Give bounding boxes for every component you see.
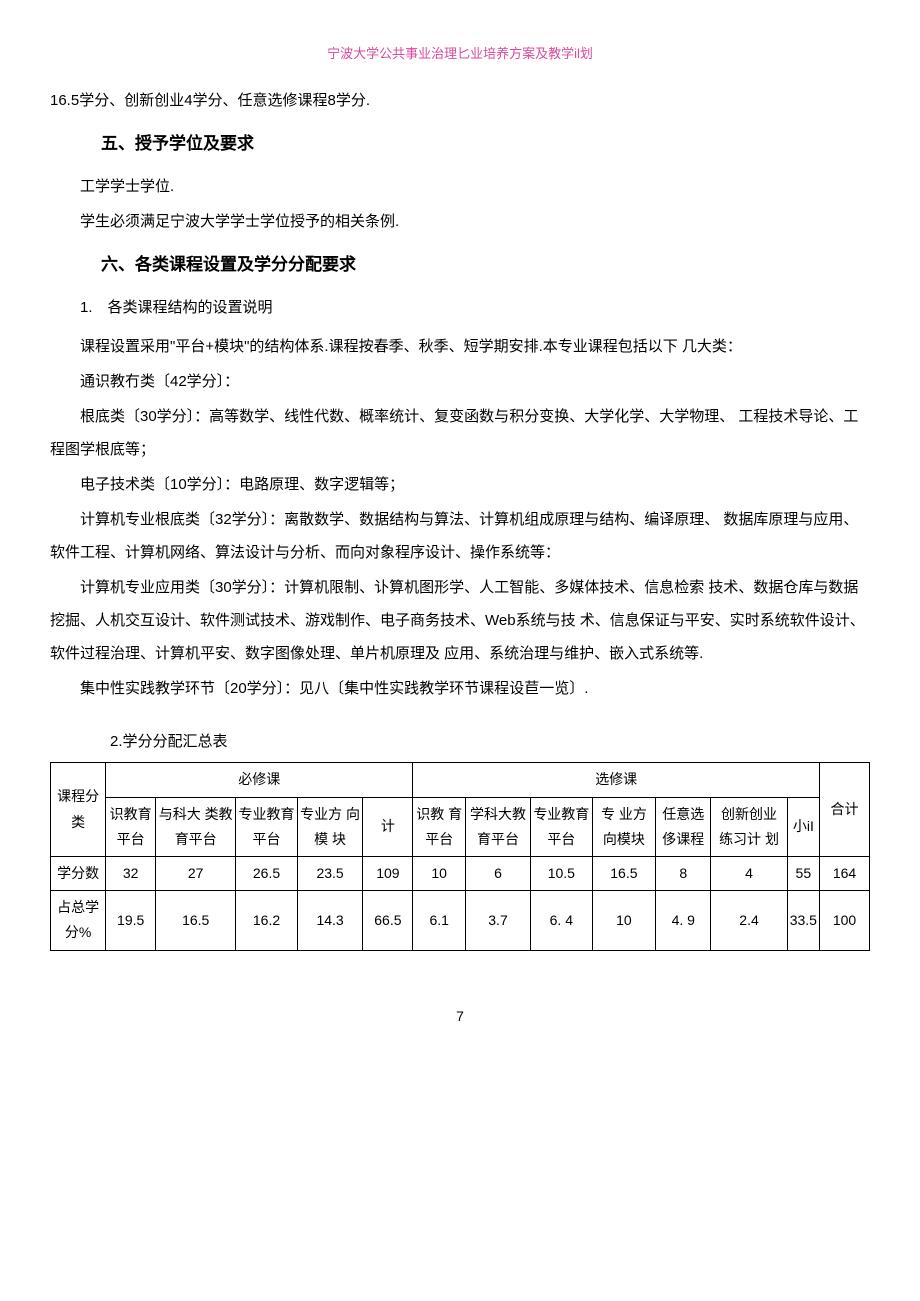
paragraph-foundation: 根底类〔30学分〕：高等数学、线性代数、概率统计、复变函数与积分变换、大学化学、… — [50, 400, 870, 466]
cell: 100 — [820, 891, 870, 950]
subsection-1-title: 1. 各类课程结构的设置说明 — [80, 291, 870, 324]
paragraph-practical: 集中性实践教学环节〔20学分〕：见八〔集中性实践教学环节课程设苣一览〕. — [50, 672, 870, 705]
cell: 8 — [656, 856, 711, 890]
cell: 2.4 — [711, 891, 787, 950]
cell: 19.5 — [106, 891, 156, 950]
cell: 16.2 — [236, 891, 298, 950]
paragraph-electronics: 电子技术类〔10学分〕：电路原理、数字逻辑等； — [50, 468, 870, 501]
cell: 16.5 — [156, 891, 236, 950]
header-col11: 创新创业 练习计 划 — [711, 797, 787, 856]
header-col8: 专业教育平台 — [531, 797, 593, 856]
cell: 33.5 — [787, 891, 819, 950]
cell: 164 — [820, 856, 870, 890]
paragraph-degree: 工学学士学位. — [50, 170, 870, 203]
section-6-title: 六、各类课程设置及学分分配要求 — [101, 246, 870, 283]
header-col7: 学科大教育平台 — [465, 797, 530, 856]
paragraph-credits-continuation: 16.5学分、创新创业4学分、任意选修课程8学分. — [50, 84, 870, 117]
table-header-row-2: 识教育平台 与科大 类教 育平台 专业教育平台 专业方 向模 块 计 识教 育平… — [51, 797, 870, 856]
header-col9: 专 业方向模块 — [592, 797, 656, 856]
header-col12: 小iI — [787, 797, 819, 856]
table-row-credits: 学分数 32 27 26.5 23.5 109 10 6 10.5 16.5 8… — [51, 856, 870, 890]
header-col5: 计 — [363, 797, 413, 856]
header-col6: 识教 育平台 — [413, 797, 466, 856]
cell: 4 — [711, 856, 787, 890]
cell: 109 — [363, 856, 413, 890]
cell: 6.1 — [413, 891, 466, 950]
cell: 10.5 — [531, 856, 593, 890]
cell: 3.7 — [465, 891, 530, 950]
paragraph-cs-application: 计算机专业应用类〔30学分〕：计算机限制、讣算机图形学、人工智能、多媒体技术、信… — [50, 571, 870, 670]
header-total: 合计 — [820, 763, 870, 857]
header-required: 必修课 — [106, 763, 413, 797]
header-col3: 专业教育平台 — [236, 797, 298, 856]
cell: 27 — [156, 856, 236, 890]
cell: 4. 9 — [656, 891, 711, 950]
row-label-credits: 学分数 — [51, 856, 106, 890]
row-label-percentage: 占总学 分% — [51, 891, 106, 950]
table-header-row-1: 课程分类 必修课 选修课 合计 — [51, 763, 870, 797]
cell: 10 — [413, 856, 466, 890]
credit-distribution-table: 课程分类 必修课 选修课 合计 识教育平台 与科大 类教 育平台 专业教育平台 … — [50, 762, 870, 950]
paragraph-degree-requirement: 学生必须满足宁波大学学士学位授予的相关条例. — [50, 205, 870, 238]
cell: 10 — [592, 891, 656, 950]
header-col4: 专业方 向模 块 — [297, 797, 363, 856]
document-header: 宁波大学公共事业治理匕业培养方案及教学il划 — [50, 40, 870, 69]
table-title: 2.学分分配汇总表 — [110, 725, 870, 758]
cell: 26.5 — [236, 856, 298, 890]
cell: 6. 4 — [531, 891, 593, 950]
cell: 14.3 — [297, 891, 363, 950]
paragraph-course-structure: 课程设置采用"平台+模块"的结构体系.课程按春季、秋季、短学期安排.本专业课程包… — [50, 330, 870, 363]
header-elective: 选修课 — [413, 763, 820, 797]
header-category: 课程分类 — [51, 763, 106, 857]
cell: 16.5 — [592, 856, 656, 890]
cell: 66.5 — [363, 891, 413, 950]
cell: 6 — [465, 856, 530, 890]
page-number: 7 — [50, 1001, 870, 1032]
header-col2: 与科大 类教 育平台 — [156, 797, 236, 856]
section-5-title: 五、授予学位及要求 — [101, 125, 870, 162]
paragraph-cs-foundation: 计算机专业根底类〔32学分〕：离散数学、数据结构与算法、计算机组成原理与结构、编… — [50, 503, 870, 569]
paragraph-general-education: 通识教冇类〔42学分〕： — [50, 365, 870, 398]
header-col10: 任意选侈课程 — [656, 797, 711, 856]
table-row-percentage: 占总学 分% 19.5 16.5 16.2 14.3 66.5 6.1 3.7 … — [51, 891, 870, 950]
cell: 55 — [787, 856, 819, 890]
cell: 23.5 — [297, 856, 363, 890]
cell: 32 — [106, 856, 156, 890]
header-col1: 识教育平台 — [106, 797, 156, 856]
